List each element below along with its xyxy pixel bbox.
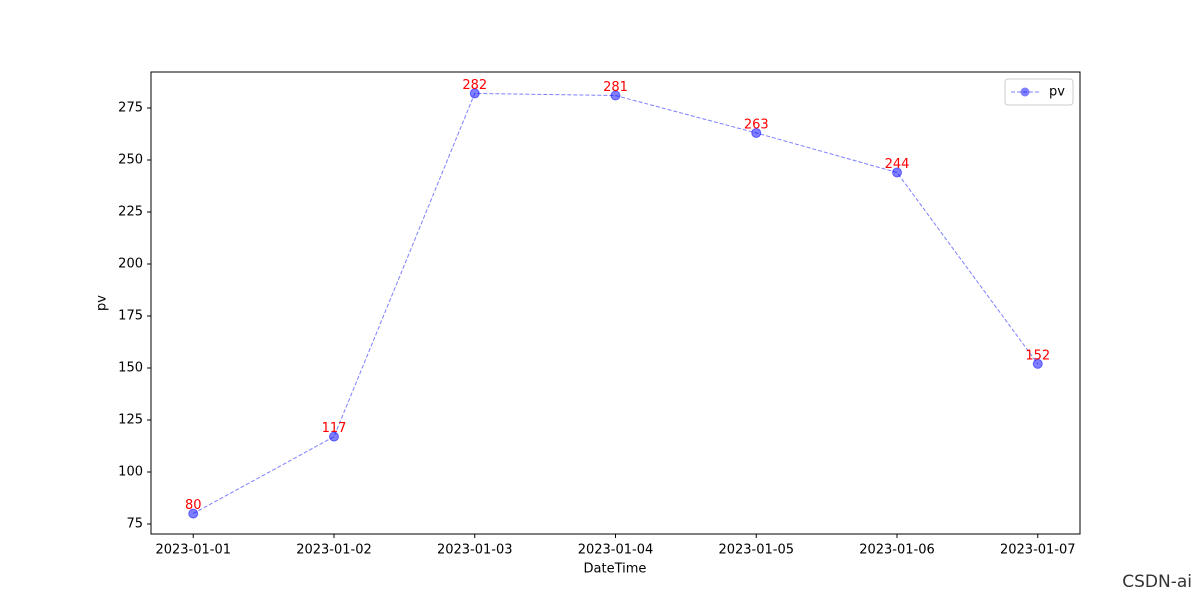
y-axis-label: pv: [95, 295, 110, 311]
data-point: [1032, 358, 1043, 369]
watermark: CSDN-ai: [1122, 572, 1192, 592]
y-tick-label: 125: [118, 413, 143, 428]
legend-marker: [1020, 87, 1030, 97]
data-label: 80: [185, 498, 202, 513]
y-tick-label: 150: [118, 361, 143, 376]
data-label: 244: [885, 157, 910, 172]
y-tick-label: 200: [118, 256, 143, 271]
y-tick-label: 75: [126, 517, 143, 532]
data-label: 152: [1025, 348, 1050, 363]
legend-label: pv: [1049, 85, 1065, 100]
series-line: [192, 92, 1039, 515]
data-point: [610, 90, 621, 101]
x-tick-label: 2023-01-03: [437, 543, 513, 558]
data-label: 281: [603, 80, 628, 95]
y-tick-label: 250: [118, 152, 143, 167]
y-tick-label: 225: [118, 204, 143, 219]
x-tick-label: 2023-01-07: [1000, 543, 1076, 558]
data-point: [188, 508, 199, 519]
plot-frame: [150, 71, 1081, 535]
x-tick-label: 2023-01-06: [859, 543, 935, 558]
data-point: [469, 88, 480, 99]
y-tick-label: 275: [118, 100, 143, 115]
x-tick-label: 2023-01-01: [155, 543, 231, 558]
y-tick-label: 175: [118, 309, 143, 324]
data-label: 282: [462, 78, 487, 93]
x-tick-label: 2023-01-04: [578, 543, 654, 558]
data-point: [328, 431, 339, 442]
data-point: [751, 127, 762, 138]
x-tick-label: 2023-01-02: [296, 543, 372, 558]
x-tick-label: 2023-01-05: [718, 543, 794, 558]
x-axis-label: DateTime: [584, 562, 647, 577]
data-label: 117: [322, 421, 347, 436]
data-label: 263: [744, 117, 769, 132]
data-point: [892, 167, 903, 178]
y-tick-label: 100: [118, 465, 143, 480]
